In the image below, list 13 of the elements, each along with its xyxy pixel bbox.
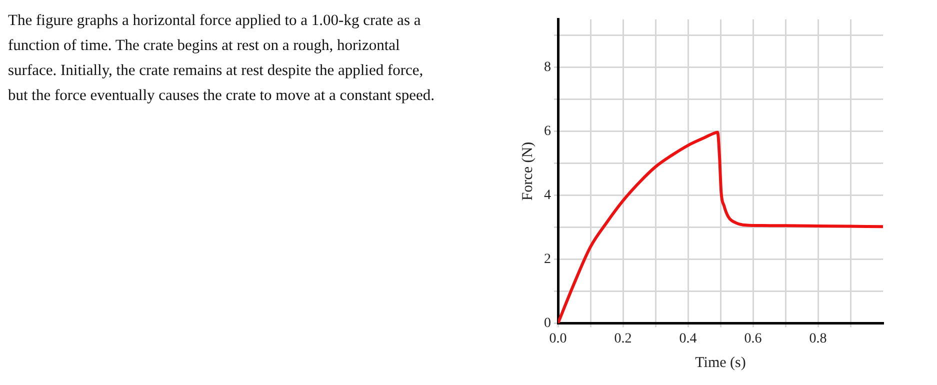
y-tick-label: 8 bbox=[544, 60, 551, 76]
y-axis-title: Force (N) bbox=[520, 142, 536, 201]
x-axis-title: Time (s) bbox=[695, 354, 746, 371]
x-tick-label: 0.6 bbox=[744, 331, 762, 346]
x-tick-label: 0.8 bbox=[809, 331, 827, 346]
text: The figure graphs a horizontal force applied to a 1.00-kg crate as a function of time. The crate begins at rest on a rough, horizontal surface. Initially, the crate remains at rest despite the applied force, but the force eventually causes the crate to move at a constant speed. bbox=[8, 11, 436, 106]
y-tick-label: 0 bbox=[544, 316, 551, 331]
x-tick-label: 0.0 bbox=[549, 331, 567, 346]
x-tick-label: 0.4 bbox=[679, 331, 697, 346]
y-tick-label: 6 bbox=[544, 124, 551, 139]
x-tick-label: 0.2 bbox=[614, 331, 632, 346]
y-tick-label: 4 bbox=[544, 188, 551, 203]
y-tick-label: 2 bbox=[544, 252, 551, 267]
